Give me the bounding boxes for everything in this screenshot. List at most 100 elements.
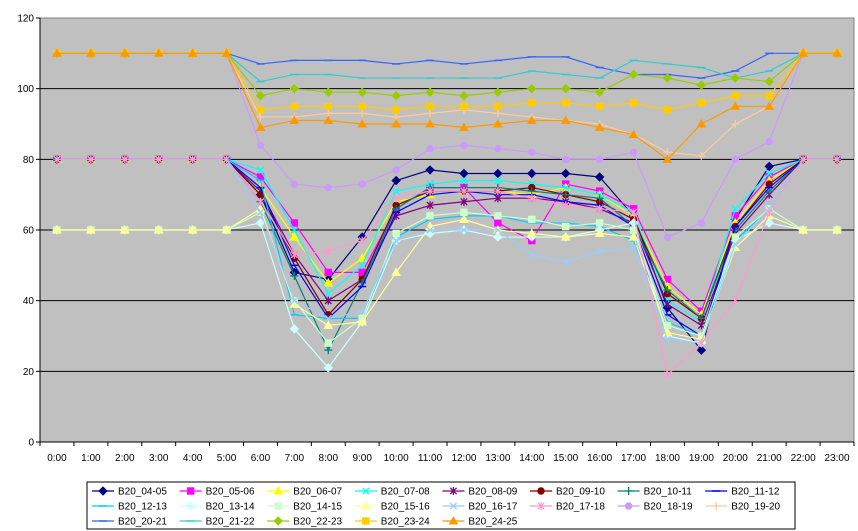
series-B20_24-25	[52, 48, 842, 163]
x-tick-label: 20:00	[723, 453, 748, 464]
legend-label: B20_15-16	[381, 502, 430, 513]
data-point	[358, 180, 366, 188]
data-point	[765, 169, 773, 178]
data-point	[460, 197, 468, 206]
x-tick-label: 2:00	[115, 453, 135, 464]
data-point	[391, 175, 401, 186]
plot-area: 0 20 40 60 80 100 120 0:00 1:00 2:00 3:00 4:00 5:00 6…	[17, 14, 855, 464]
data-point	[221, 48, 232, 57]
data-point	[663, 233, 672, 241]
data-point	[526, 228, 537, 238]
data-point	[391, 267, 401, 276]
data-point	[188, 155, 197, 164]
data-point	[459, 168, 469, 179]
data-point	[256, 112, 265, 121]
legend-item: B20_06-07	[267, 485, 343, 498]
legend-label: B20_05-06	[206, 487, 255, 498]
data-point	[324, 289, 332, 298]
x-tick-label: 3:00	[149, 453, 169, 464]
data-point	[562, 201, 570, 210]
data-point	[222, 155, 231, 164]
legend-item: B20_19-20	[705, 502, 781, 513]
data-point	[595, 219, 604, 227]
legend-item: B20_24-25	[442, 515, 518, 528]
x-tick-label: 5:00	[217, 453, 237, 464]
data-point	[697, 339, 706, 348]
data-point	[562, 183, 570, 192]
data-point	[426, 145, 434, 153]
data-point	[494, 145, 502, 153]
data-point	[561, 83, 571, 94]
legend-marker	[360, 500, 371, 510]
legend-item: B20_10-11	[617, 487, 692, 498]
data-point	[764, 218, 774, 228]
data-point	[392, 204, 401, 213]
data-point	[764, 101, 775, 110]
legend-label: B20_06-07	[293, 487, 342, 498]
x-tick-label: 14:00	[519, 453, 544, 464]
data-point	[528, 215, 536, 224]
data-point	[155, 155, 163, 164]
data-point	[696, 118, 707, 128]
data-point	[290, 271, 299, 280]
y-tick-label: 120	[17, 14, 34, 25]
data-point	[628, 129, 639, 139]
data-point	[290, 250, 299, 259]
legend-label: B20_17-18	[556, 502, 605, 513]
data-point	[528, 148, 536, 156]
data-point	[697, 151, 706, 160]
data-point	[426, 226, 434, 234]
data-point	[595, 247, 604, 255]
data-point	[425, 118, 435, 128]
data-point	[256, 166, 265, 174]
x-tick-label: 12:00	[451, 453, 476, 464]
data-point	[392, 166, 400, 174]
legend-label: B20_08-09	[468, 487, 517, 498]
data-point	[187, 48, 198, 57]
legend-item: B20_21-22	[179, 517, 255, 528]
legend-label: B20_16-17	[468, 502, 517, 513]
legend-label: B20_12-13	[118, 502, 167, 513]
legend-label: B20_09-10	[556, 487, 605, 498]
legend-label: B20_11-12	[731, 487, 780, 498]
data-point	[426, 201, 434, 210]
data-point	[562, 155, 570, 164]
series-line	[56, 208, 838, 341]
data-point	[663, 335, 672, 344]
data-point	[528, 194, 536, 203]
x-tick-label: 9:00	[352, 453, 372, 464]
data-point	[493, 118, 503, 128]
data-point	[324, 296, 332, 305]
legend-item: B20_08-09	[442, 487, 518, 498]
data-point	[798, 48, 808, 57]
data-point	[323, 320, 334, 329]
data-point	[256, 197, 265, 206]
data-point	[730, 73, 740, 83]
data-point	[460, 187, 468, 196]
data-point	[358, 109, 367, 118]
data-point	[662, 73, 673, 83]
data-point	[629, 99, 638, 107]
legend-item: B20_17-18	[530, 502, 605, 513]
data-point	[562, 222, 570, 231]
data-point	[289, 83, 300, 94]
data-point	[527, 83, 537, 94]
data-point	[663, 300, 672, 309]
data-point	[290, 219, 299, 227]
data-point	[256, 208, 265, 216]
data-point	[460, 141, 468, 149]
data-point	[697, 314, 706, 323]
legend-item: B20_20-21	[92, 517, 167, 528]
legend-label: B20_18-19	[644, 502, 693, 513]
series-B20_17-18	[53, 155, 841, 379]
legend-marker	[186, 487, 195, 495]
legend-label: B20_22-23	[293, 517, 342, 528]
data-point	[494, 226, 502, 234]
data-point	[256, 106, 265, 114]
data-point	[765, 137, 773, 146]
data-point	[494, 176, 502, 185]
data-point	[528, 99, 536, 107]
data-point	[459, 122, 469, 132]
legend-item: B20_05-06	[179, 487, 255, 498]
